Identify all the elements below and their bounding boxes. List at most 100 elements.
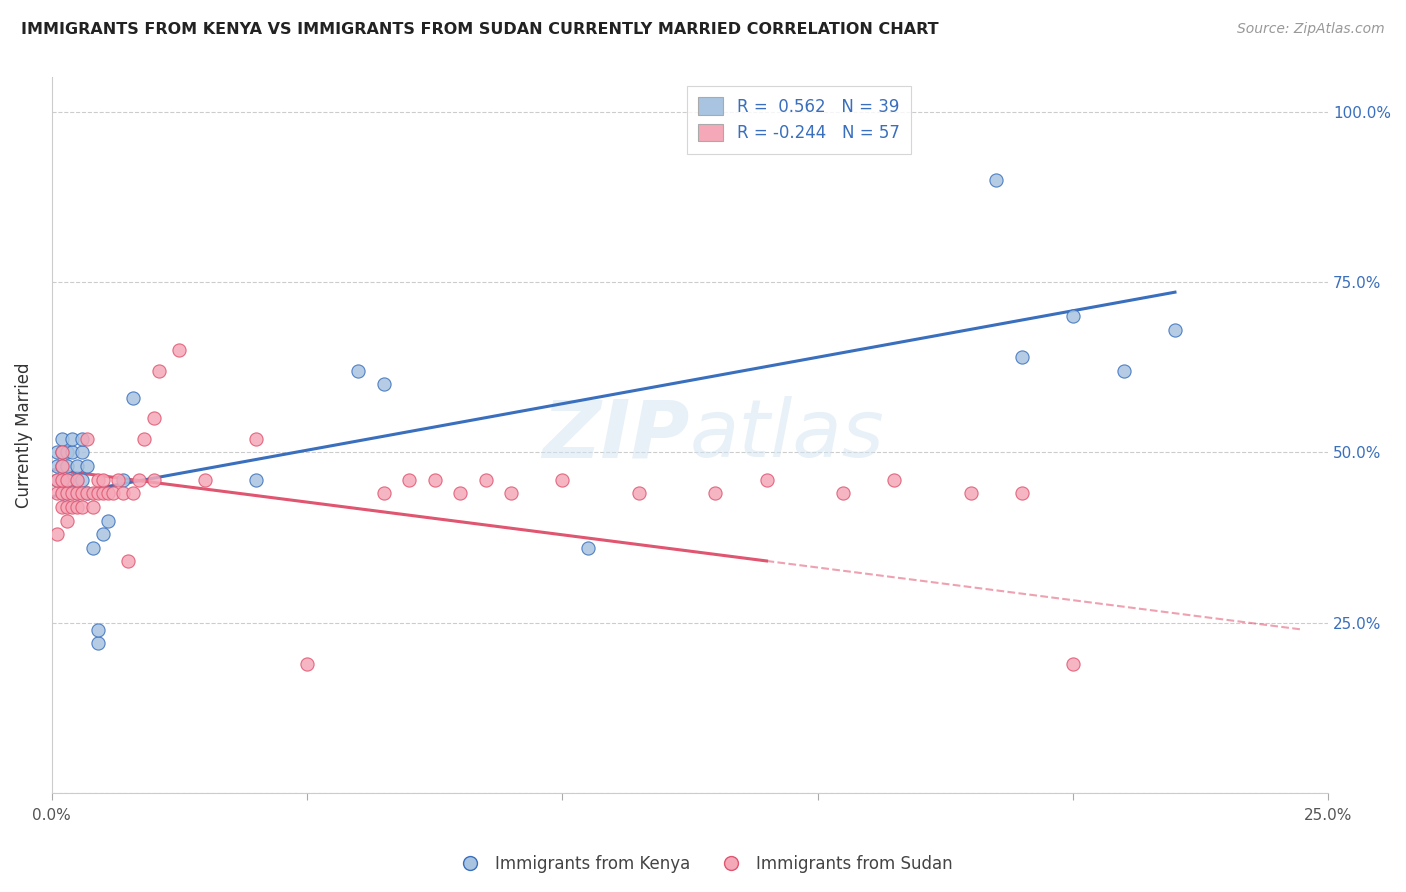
Point [51, 445, 73, 459]
Point [45, 473, 67, 487]
Point [832, 486, 855, 500]
Point [51, 432, 73, 446]
Point [1062, 309, 1084, 323]
Point [112, 486, 135, 500]
Point [51, 486, 73, 500]
Point [398, 473, 420, 487]
Point [142, 473, 165, 487]
Point [449, 486, 471, 500]
Point [56, 445, 79, 459]
Point [1011, 486, 1033, 500]
Point [76, 458, 98, 473]
Point [347, 363, 370, 377]
Point [148, 363, 170, 377]
Text: IMMIGRANTS FROM KENYA VS IMMIGRANTS FROM SUDAN CURRENTLY MARRIED CORRELATION CHA: IMMIGRANTS FROM KENYA VS IMMIGRANTS FROM… [21, 22, 939, 37]
Point [76, 432, 98, 446]
Point [142, 411, 165, 425]
Point [86, 486, 108, 500]
Point [82, 486, 104, 500]
Point [60, 445, 83, 459]
Point [132, 432, 155, 446]
Point [45, 486, 67, 500]
Point [194, 473, 217, 487]
Point [474, 473, 496, 487]
Point [56, 486, 79, 500]
Point [959, 486, 981, 500]
Point [501, 486, 523, 500]
Point [66, 458, 89, 473]
Point [755, 473, 778, 487]
Point [60, 432, 83, 446]
Point [423, 473, 446, 487]
Point [56, 514, 79, 528]
Point [76, 486, 98, 500]
Point [245, 473, 267, 487]
Text: Source: ZipAtlas.com: Source: ZipAtlas.com [1237, 22, 1385, 37]
Point [66, 473, 89, 487]
Point [76, 486, 98, 500]
Point [51, 458, 73, 473]
Point [373, 486, 395, 500]
Point [576, 541, 599, 555]
Point [66, 486, 89, 500]
Point [45, 445, 67, 459]
Point [373, 377, 395, 392]
Point [51, 500, 73, 514]
Point [45, 458, 67, 473]
Point [112, 473, 135, 487]
Point [56, 473, 79, 487]
Point [56, 458, 79, 473]
Point [704, 486, 727, 500]
Point [86, 473, 108, 487]
Point [72, 486, 94, 500]
Point [82, 500, 104, 514]
Point [551, 473, 574, 487]
Text: atlas: atlas [690, 396, 884, 475]
Point [60, 486, 83, 500]
Point [1112, 363, 1135, 377]
Point [51, 458, 73, 473]
Point [82, 541, 104, 555]
Point [986, 172, 1008, 186]
Point [117, 554, 139, 568]
Point [66, 486, 89, 500]
Point [60, 473, 83, 487]
Point [45, 473, 67, 487]
Point [56, 500, 79, 514]
Point [627, 486, 650, 500]
Point [1164, 323, 1187, 337]
Point [51, 473, 73, 487]
Point [122, 391, 145, 405]
Point [51, 473, 73, 487]
Point [51, 486, 73, 500]
Point [91, 486, 114, 500]
Y-axis label: Currently Married: Currently Married [15, 362, 32, 508]
Point [295, 657, 318, 671]
Point [66, 500, 89, 514]
Point [1011, 350, 1033, 364]
Point [169, 343, 191, 358]
Point [60, 500, 83, 514]
Point [101, 486, 124, 500]
Point [72, 432, 94, 446]
Point [72, 500, 94, 514]
Point [97, 486, 120, 500]
Point [56, 473, 79, 487]
Point [1062, 657, 1084, 671]
Legend: Immigrants from Kenya, Immigrants from Sudan: Immigrants from Kenya, Immigrants from S… [446, 848, 960, 880]
Point [97, 514, 120, 528]
Point [45, 527, 67, 541]
Point [122, 486, 145, 500]
Point [51, 445, 73, 459]
Point [883, 473, 905, 487]
Point [56, 486, 79, 500]
Point [72, 473, 94, 487]
Point [91, 527, 114, 541]
Point [107, 473, 129, 487]
Point [91, 473, 114, 487]
Point [72, 445, 94, 459]
Point [86, 636, 108, 650]
Text: ZIP: ZIP [543, 396, 690, 475]
Point [86, 623, 108, 637]
Point [128, 473, 150, 487]
